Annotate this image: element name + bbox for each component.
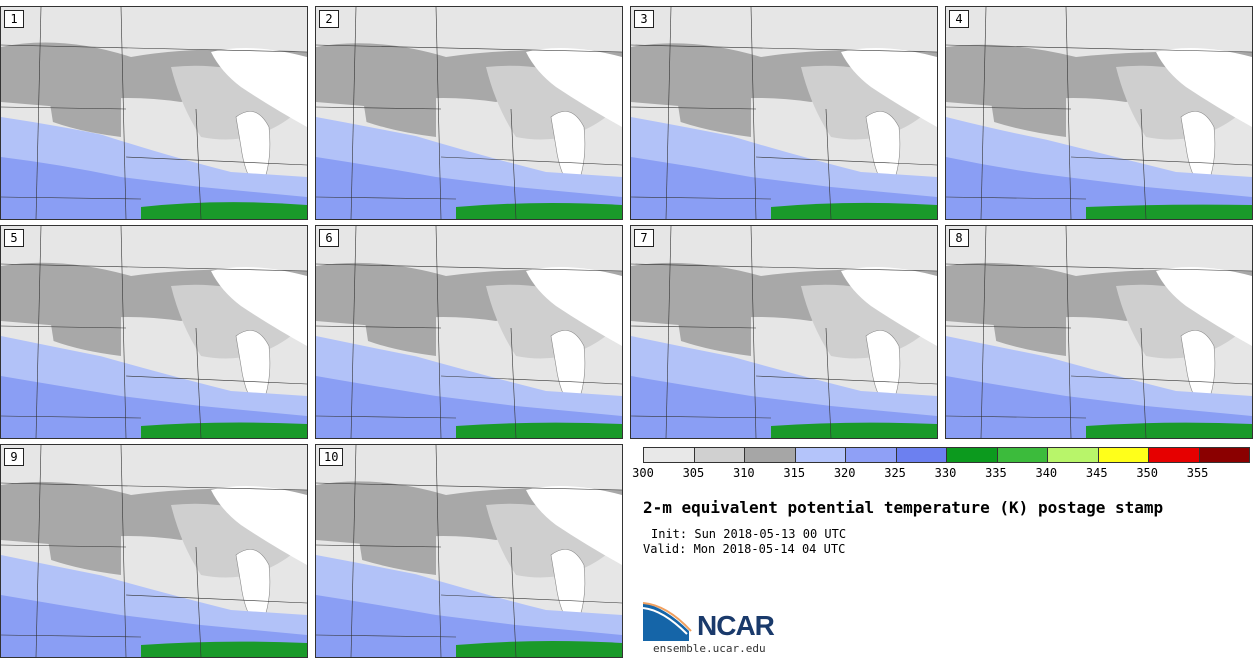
panel-number: 7: [634, 229, 654, 247]
map-panel-5: 5: [0, 225, 308, 439]
colorbar-tick-label: 315: [783, 466, 806, 480]
map-panel-3: 3: [630, 6, 938, 220]
panel-number: 4: [949, 10, 969, 28]
panel-number: 1: [4, 10, 24, 28]
map-panel-1: 1: [0, 6, 308, 220]
panel-number: 9: [4, 448, 24, 466]
colorbar-tick-label: 345: [1085, 466, 1108, 480]
colorbar-segment: [846, 448, 897, 462]
colorbar-tick-label: 355: [1186, 466, 1209, 480]
map-panel-9: 9: [0, 444, 308, 658]
panel-number: 2: [319, 10, 339, 28]
colorbar-segment: [1098, 448, 1149, 462]
map-panel-2: 2: [315, 6, 623, 220]
figure-title: 2-m equivalent potential temperature (K)…: [643, 498, 1164, 517]
colorbar-segment: [795, 448, 846, 462]
panel-number: 3: [634, 10, 654, 28]
map-panel-7: 7: [630, 225, 938, 439]
colorbar-tick-label: 310: [732, 466, 755, 480]
map-panel-8: 8: [945, 225, 1253, 439]
init-time: Init: Sun 2018-05-13 00 UTC: [651, 527, 847, 541]
colorbar-segment: [1048, 448, 1099, 462]
panel-number: 5: [4, 229, 24, 247]
colorbar-tick-label: 300: [632, 466, 654, 480]
colorbar-segment: [997, 448, 1048, 462]
ncar-logo-icon: [643, 602, 692, 641]
colorbar-segment: [745, 448, 796, 462]
colorbar-tick-label: 320: [833, 466, 856, 480]
ncar-logo-text: NCAR: [697, 610, 775, 641]
panel-number: 6: [319, 229, 339, 247]
colorbar-tick-label: 305: [682, 466, 705, 480]
colorbar-tick-label: 340: [1035, 466, 1058, 480]
colorbar-segment: [947, 448, 998, 462]
map-panel-4: 4: [945, 6, 1253, 220]
ensemble-url: ensemble.ucar.edu: [653, 642, 766, 655]
panel-number: 10: [319, 448, 344, 466]
colorbar-segment: [644, 448, 695, 462]
colorbar: [643, 447, 1250, 463]
colorbar-segment: [694, 448, 745, 462]
colorbar-segment: [1149, 448, 1200, 462]
valid-time: Valid: Mon 2018-05-14 04 UTC: [643, 542, 846, 556]
panel-number: 8: [949, 229, 969, 247]
colorbar-segment: [1199, 448, 1249, 462]
colorbar-segment: [896, 448, 947, 462]
colorbar-tick-label: 335: [985, 466, 1007, 480]
map-panel-10: 10: [315, 444, 623, 658]
colorbar-tick-label: 325: [884, 466, 906, 480]
colorbar-tick-label: 350: [1136, 466, 1158, 480]
colorbar-tick-label: 330: [934, 466, 957, 480]
map-panel-6: 6: [315, 225, 623, 439]
